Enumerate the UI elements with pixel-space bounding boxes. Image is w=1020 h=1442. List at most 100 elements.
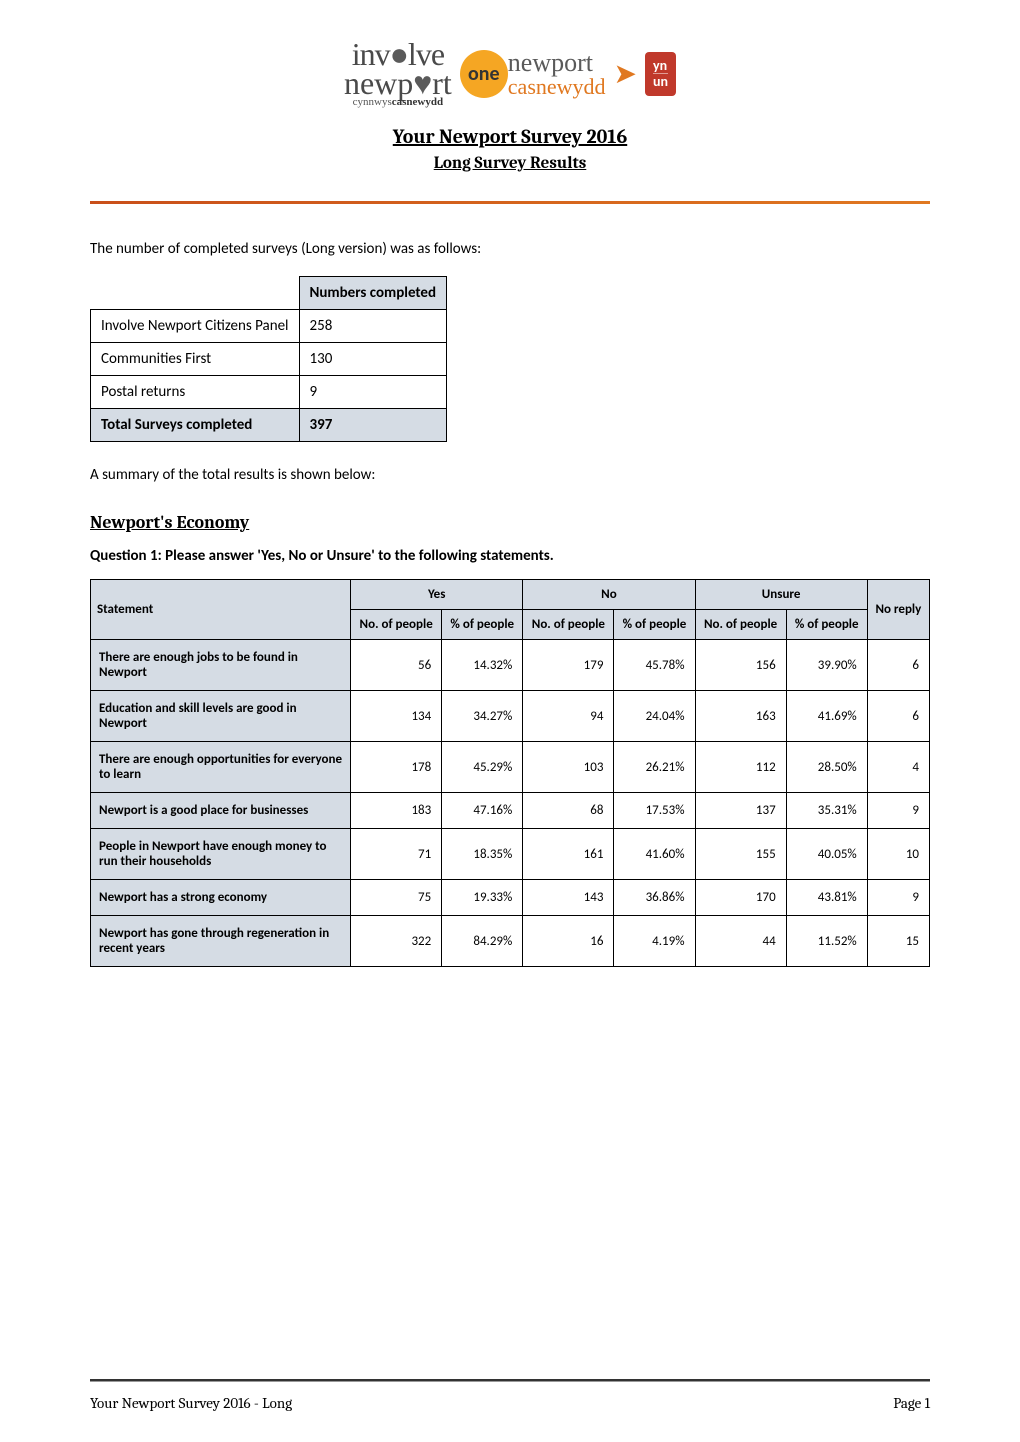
yes-p: 47.16% <box>442 793 523 829</box>
footer-divider <box>90 1379 930 1382</box>
yes-n: 322 <box>351 916 442 967</box>
yes-p: 18.35% <box>442 829 523 880</box>
table-row: Communities First130 <box>91 343 447 376</box>
no-n: 16 <box>523 916 614 967</box>
row-label: Communities First <box>91 343 300 376</box>
no-n: 103 <box>523 742 614 793</box>
row-label: Postal returns <box>91 376 300 409</box>
unsure-n: 44 <box>695 916 786 967</box>
table-row: There are enough opportunities for every… <box>91 742 930 793</box>
no-reply: 9 <box>867 880 929 916</box>
no-p: 36.86% <box>614 880 695 916</box>
no-p: 24.04% <box>614 691 695 742</box>
question-1-results-table: Statement Yes No Unsure No reply No. of … <box>90 579 930 967</box>
unsure-p: 41.69% <box>786 691 867 742</box>
col-no-n: No. of people <box>523 610 614 640</box>
total-label: Total Surveys completed <box>91 409 300 442</box>
yes-n: 56 <box>351 640 442 691</box>
table-row: Involve Newport Citizens Panel258 <box>91 310 447 343</box>
statement: Newport is a good place for businesses <box>91 793 351 829</box>
summary-paragraph: A summary of the total results is shown … <box>90 466 930 484</box>
question-1-text: Question 1: Please answer 'Yes, No or Un… <box>90 547 930 565</box>
statement: There are enough jobs to be found in New… <box>91 640 351 691</box>
involve-logo: inv●lve newp♥rt cynnwyscasnewydd <box>344 40 452 107</box>
orange-divider <box>90 201 930 204</box>
yes-n: 134 <box>351 691 442 742</box>
unsure-p: 39.90% <box>786 640 867 691</box>
no-reply: 10 <box>867 829 929 880</box>
unsure-n: 170 <box>695 880 786 916</box>
arrow-icon: ➤ <box>614 56 637 91</box>
yes-p: 19.33% <box>442 880 523 916</box>
yes-p: 84.29% <box>442 916 523 967</box>
unsure-p: 11.52% <box>786 916 867 967</box>
unsure-p: 43.81% <box>786 880 867 916</box>
statement: People in Newport have enough money to r… <box>91 829 351 880</box>
statement: Newport has gone through regeneration in… <box>91 916 351 967</box>
yes-p: 34.27% <box>442 691 523 742</box>
table-row: There are enough jobs to be found in New… <box>91 640 930 691</box>
yes-p: 14.32% <box>442 640 523 691</box>
unsure-n: 155 <box>695 829 786 880</box>
unsure-p: 28.50% <box>786 742 867 793</box>
page-subtitle: Long Survey Results <box>90 154 930 173</box>
one-newport-logo: one newport casnewydd <box>460 50 606 98</box>
no-p: 45.78% <box>614 640 695 691</box>
row-value: 258 <box>299 310 447 343</box>
col-yes-p: % of people <box>442 610 523 640</box>
page-footer: Your Newport Survey 2016 - Long Page 1 <box>90 1394 930 1412</box>
no-reply: 9 <box>867 793 929 829</box>
yn-un-logo: yn un <box>645 52 676 96</box>
statement: There are enough opportunities for every… <box>91 742 351 793</box>
yes-n: 178 <box>351 742 442 793</box>
numbers-completed-header: Numbers completed <box>299 277 447 310</box>
no-reply: 6 <box>867 640 929 691</box>
col-unsure: Unsure <box>695 580 867 610</box>
no-p: 17.53% <box>614 793 695 829</box>
intro-paragraph: The number of completed surveys (Long ve… <box>90 240 930 258</box>
col-no: No <box>523 580 695 610</box>
unsure-p: 40.05% <box>786 829 867 880</box>
row-value: 130 <box>299 343 447 376</box>
statement: Newport has a strong economy <box>91 880 351 916</box>
economy-section-heading: Newport's Economy <box>90 512 930 533</box>
no-n: 179 <box>523 640 614 691</box>
no-n: 161 <box>523 829 614 880</box>
table-row: Newport has a strong economy7519.33%1433… <box>91 880 930 916</box>
table-row: People in Newport have enough money to r… <box>91 829 930 880</box>
table-row: Newport is a good place for businesses18… <box>91 793 930 829</box>
no-reply: 4 <box>867 742 929 793</box>
total-row: Total Surveys completed397 <box>91 409 447 442</box>
no-reply: 6 <box>867 691 929 742</box>
col-no-p: % of people <box>614 610 695 640</box>
yes-p: 45.29% <box>442 742 523 793</box>
col-statement: Statement <box>91 580 351 640</box>
no-n: 68 <box>523 793 614 829</box>
unsure-n: 163 <box>695 691 786 742</box>
total-value: 397 <box>299 409 447 442</box>
completed-surveys-table: Numbers completed Involve Newport Citize… <box>90 276 447 442</box>
table-row: Newport has gone through regeneration in… <box>91 916 930 967</box>
unsure-n: 137 <box>695 793 786 829</box>
table-row: Education and skill levels are good in N… <box>91 691 930 742</box>
footer-page-number: Page 1 <box>893 1394 930 1412</box>
yes-n: 71 <box>351 829 442 880</box>
page-title: Your Newport Survey 2016 <box>90 125 930 148</box>
row-label: Involve Newport Citizens Panel <box>91 310 300 343</box>
no-p: 4.19% <box>614 916 695 967</box>
unsure-n: 112 <box>695 742 786 793</box>
footer-title: Your Newport Survey 2016 - Long <box>90 1394 292 1412</box>
unsure-n: 156 <box>695 640 786 691</box>
no-n: 143 <box>523 880 614 916</box>
statement: Education and skill levels are good in N… <box>91 691 351 742</box>
col-yes: Yes <box>351 580 523 610</box>
header-logos: inv●lve newp♥rt cynnwyscasnewydd one new… <box>90 40 930 107</box>
no-reply: 15 <box>867 916 929 967</box>
no-p: 41.60% <box>614 829 695 880</box>
yes-n: 75 <box>351 880 442 916</box>
yes-n: 183 <box>351 793 442 829</box>
unsure-p: 35.31% <box>786 793 867 829</box>
no-p: 26.21% <box>614 742 695 793</box>
col-un-n: No. of people <box>695 610 786 640</box>
col-no-reply: No reply <box>867 580 929 640</box>
